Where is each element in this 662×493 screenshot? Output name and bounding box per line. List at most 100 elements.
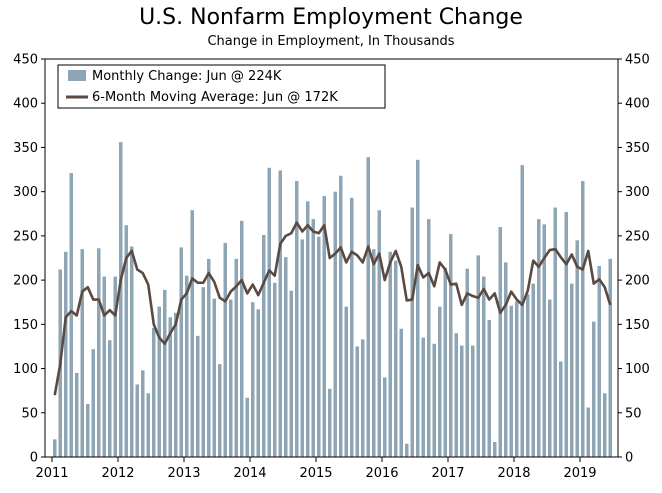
bar (355, 346, 359, 457)
bar (69, 173, 73, 457)
bar (168, 317, 172, 457)
bar (174, 312, 178, 457)
bar (597, 265, 601, 457)
bar (196, 335, 200, 457)
bar (91, 349, 95, 457)
moving-average-series (53, 221, 612, 396)
bar (482, 276, 486, 457)
bar (586, 407, 590, 457)
bar (212, 298, 216, 457)
legend-box (57, 64, 386, 109)
bar (603, 393, 607, 457)
y-tick-label-right: 150 (625, 318, 650, 333)
bar (207, 258, 211, 457)
bar (64, 251, 68, 457)
bar (548, 299, 552, 457)
y-tick-label-right: 0 (625, 451, 633, 466)
bar (471, 345, 475, 457)
bar (438, 306, 442, 457)
bar (108, 340, 112, 457)
bar (504, 262, 508, 457)
bar (509, 305, 513, 457)
bar (289, 290, 293, 457)
x-tick-label: 2019 (563, 466, 596, 481)
legend-bar-swatch (68, 70, 86, 81)
bar (179, 247, 183, 457)
bar (388, 251, 392, 457)
bar (157, 306, 161, 457)
bar (520, 165, 524, 457)
bar (526, 294, 530, 457)
bar (416, 159, 420, 457)
x-axis: 2011 2012 2013 2014 2015 2016 2017 2018 2019 (35, 457, 597, 481)
y-tick-label-right: 400 (625, 97, 650, 112)
bar (234, 258, 238, 457)
bar (223, 242, 227, 457)
bar (559, 361, 563, 457)
bar (240, 220, 244, 457)
bar (218, 364, 222, 457)
y-tick-label: 100 (13, 362, 38, 377)
bar (124, 225, 128, 457)
bar (531, 283, 535, 457)
y-tick-label-right: 200 (625, 274, 650, 289)
y-tick-label: 300 (13, 185, 38, 200)
y-tick-label: 350 (13, 141, 38, 156)
bar (256, 309, 260, 457)
bar (273, 282, 277, 457)
bar (361, 339, 365, 457)
bar (113, 276, 117, 457)
bar (322, 196, 326, 457)
x-tick-label: 2012 (101, 466, 134, 481)
bar (476, 255, 480, 457)
bar (487, 319, 491, 457)
bar (185, 275, 189, 457)
bar (449, 234, 453, 457)
bar (295, 181, 299, 458)
moving-average-line (53, 221, 612, 396)
bar (394, 260, 398, 457)
bar (284, 257, 288, 457)
bar (190, 210, 194, 457)
x-tick-label: 2015 (299, 466, 332, 481)
bar (130, 246, 134, 457)
bar (328, 388, 332, 457)
bar (608, 258, 612, 457)
bar (152, 327, 156, 457)
y-tick-label: 450 (13, 53, 38, 68)
y-tick-label: 150 (13, 318, 38, 333)
bar (553, 207, 557, 457)
chart-title: U.S. Nonfarm Employment Change (139, 5, 523, 30)
bar (75, 372, 79, 457)
y-tick-label-right: 50 (625, 406, 642, 421)
bar (515, 301, 519, 457)
bar (498, 227, 502, 457)
bar (421, 337, 425, 457)
bar (333, 191, 337, 458)
bar (443, 267, 447, 457)
chart-subtitle: Change in Employment, In Thousands (207, 34, 455, 49)
bar (201, 287, 205, 457)
bar (229, 299, 233, 457)
bar (53, 439, 57, 457)
bar (317, 236, 321, 457)
bar (432, 343, 436, 457)
x-tick-label: 2014 (233, 466, 266, 481)
y-tick-label-right: 250 (625, 229, 650, 244)
bar (141, 370, 145, 457)
y-tick-label-right: 350 (625, 141, 650, 156)
legend: Monthly Change: Jun @ 224K 6-Month Movin… (57, 64, 386, 109)
bar (537, 219, 541, 457)
bar (399, 328, 403, 457)
bar (311, 219, 315, 457)
y-tick-label-right: 450 (625, 53, 650, 68)
bar (366, 157, 370, 458)
bar (306, 201, 310, 457)
y-tick-label: 400 (13, 97, 38, 112)
bar (119, 142, 123, 457)
y-tick-label-right: 100 (625, 362, 650, 377)
y-tick-label-right: 300 (625, 185, 650, 200)
bar (372, 249, 376, 457)
bar (592, 321, 596, 457)
bar (575, 240, 579, 457)
